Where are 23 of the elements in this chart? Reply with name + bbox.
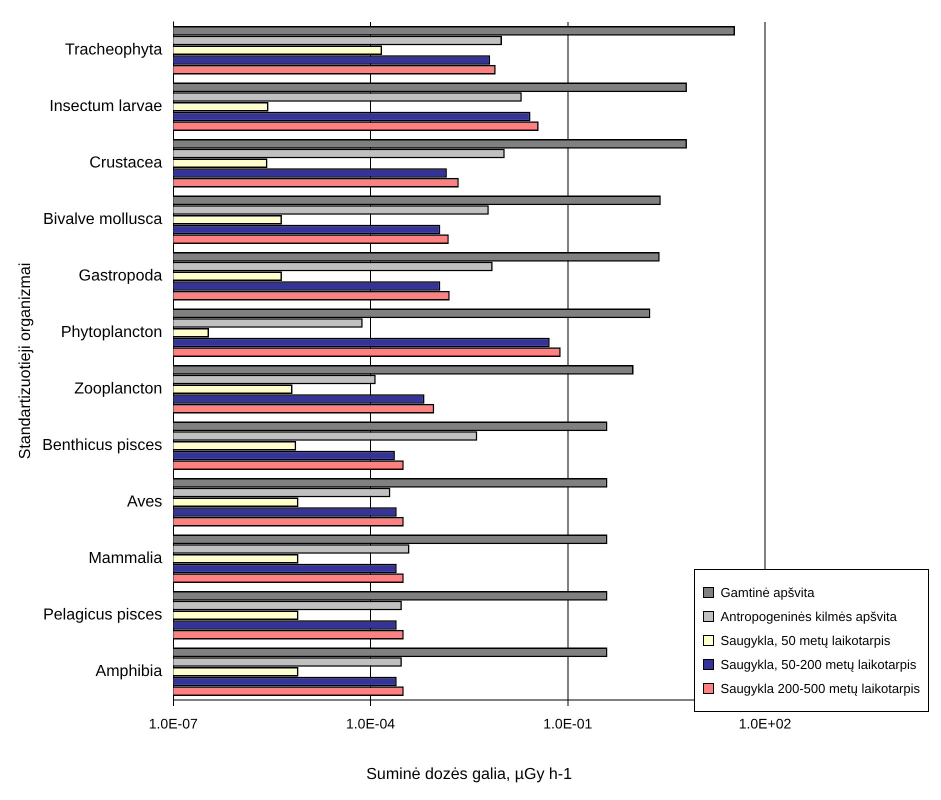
legend-label: Saugykla, 50 metų laikotarpis bbox=[720, 633, 890, 648]
x-tick-label: 1.0E-01 bbox=[543, 715, 592, 732]
y-axis-title: Standartizuotieji organizmai bbox=[17, 262, 34, 460]
y-tick-label: Crustacea bbox=[89, 154, 162, 172]
y-tick-label: Amphibia bbox=[96, 663, 162, 680]
legend-label: Antropogeninės kilmės apšvita bbox=[720, 609, 897, 624]
y-tick-label: Aves bbox=[126, 494, 162, 511]
y-tick-label: Mammalia bbox=[88, 550, 162, 568]
y-tick-label: Bivalve mollusca bbox=[43, 211, 162, 228]
y-tick-label: Zooplancton bbox=[74, 380, 162, 398]
y-tick-label: Benthicus pisces bbox=[42, 437, 162, 454]
y-tick-label: Phytoplancton bbox=[60, 324, 162, 342]
x-tick-label: 1.0E+02 bbox=[738, 715, 792, 732]
y-tick-label: Insectum larvae bbox=[49, 98, 162, 116]
legend-label: Saugykla 200-500 metų laikotarpis bbox=[720, 681, 920, 696]
legend-label: Gamtinė apšvita bbox=[720, 585, 814, 600]
x-axis-title: Suminė dozės galia, µGy h-1 bbox=[366, 766, 572, 783]
x-tick-label: 1.0E-07 bbox=[148, 715, 198, 732]
legend-label: Saugykla, 50-200 metų laikotarpis bbox=[720, 657, 916, 672]
y-tick-label: Tracheophyta bbox=[65, 42, 162, 59]
y-tick-label: Gastropoda bbox=[78, 268, 162, 285]
y-tick-label: Pelagicus pisces bbox=[43, 606, 162, 624]
x-tick-label: 1.0E-04 bbox=[346, 715, 396, 732]
